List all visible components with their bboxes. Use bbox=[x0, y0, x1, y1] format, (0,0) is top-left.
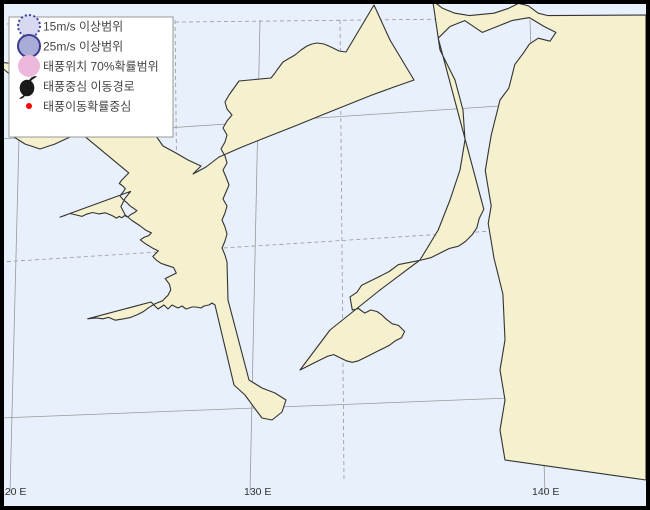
svg-text:130 E: 130 E bbox=[244, 486, 271, 498]
svg-text:15m/s 이상범위: 15m/s 이상범위 bbox=[43, 20, 123, 34]
svg-text:태풍위치 70%확률범위: 태풍위치 70%확률범위 bbox=[43, 60, 159, 74]
svg-text:120 E: 120 E bbox=[4, 486, 26, 498]
svg-text:태풍이동확률중심: 태풍이동확률중심 bbox=[43, 100, 131, 114]
svg-text:25m/s 이상범위: 25m/s 이상범위 bbox=[43, 40, 123, 54]
svg-text:140 E: 140 E bbox=[532, 486, 559, 498]
svg-text:태풍중심 이동경로: 태풍중심 이동경로 bbox=[43, 80, 135, 94]
